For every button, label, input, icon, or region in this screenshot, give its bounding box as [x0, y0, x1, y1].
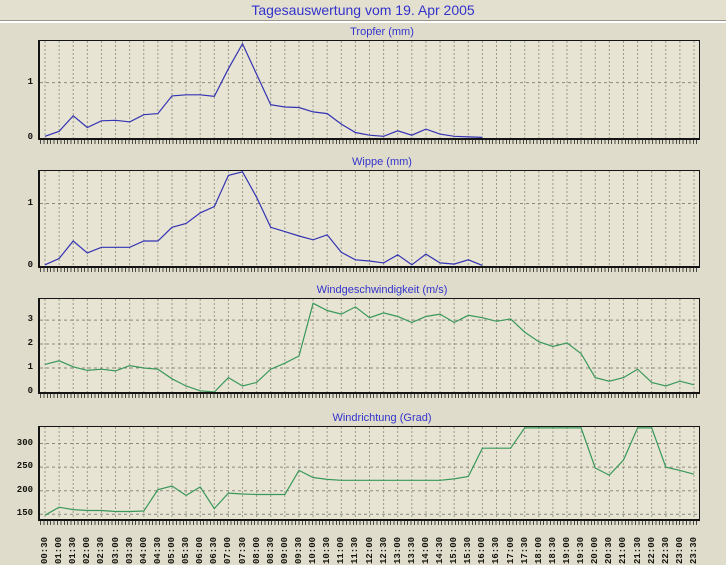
tropfer-minor-ticks	[40, 140, 698, 144]
x-axis-label: 07:00	[223, 536, 234, 564]
x-axis-label: 19:30	[576, 536, 587, 564]
x-axis-label: 09:30	[293, 536, 304, 564]
y-axis-label: 2	[27, 338, 33, 349]
wippe-canvas	[40, 171, 699, 266]
windrichtung-chart-title: Windrichtung (Grad)	[332, 412, 432, 424]
x-axis-label: 14:00	[420, 536, 431, 564]
x-axis-label: 08:30	[265, 536, 276, 564]
x-axis-label: 21:30	[632, 536, 643, 564]
x-axis-label: 17:30	[519, 536, 530, 564]
x-axis-label: 06:00	[195, 536, 206, 564]
windgeschwindigkeit-minor-ticks	[40, 394, 698, 398]
x-axis-label: 21:00	[618, 536, 629, 564]
y-axis-label: 0	[27, 260, 33, 270]
x-axis-label: 22:00	[646, 536, 657, 564]
y-axis-label: 150	[16, 508, 33, 519]
tropfer-series	[44, 42, 483, 138]
y-axis-label: 250	[16, 461, 33, 472]
x-axis-label: 23:30	[689, 536, 699, 564]
x-axis-label: 18:00	[533, 536, 544, 564]
x-axis-label: 11:00	[336, 536, 347, 564]
x-axis-label: 05:30	[181, 536, 192, 564]
windgeschwindigkeit-chart: Windgeschwindigkeit (m/s) 0 1 2 3	[0, 284, 726, 398]
x-axis-label: 14:30	[435, 536, 446, 564]
title-divider	[0, 20, 726, 23]
windgeschwindigkeit-chart-plot	[38, 298, 700, 394]
x-axis-label: 16:00	[477, 536, 488, 564]
x-axis-label: 06:30	[209, 536, 220, 564]
x-axis-label: 10:00	[308, 536, 319, 564]
x-axis-label: 04:00	[138, 536, 149, 564]
x-axis-label: 03:30	[124, 536, 135, 564]
x-axis-label: 12:00	[364, 536, 375, 564]
x-axis-label: 05:00	[166, 536, 177, 564]
windgeschwindigkeit-canvas	[40, 299, 699, 392]
x-axis-label: 20:00	[590, 536, 601, 564]
y-axis-label: 0	[27, 132, 33, 142]
y-axis-label: 3	[27, 314, 33, 325]
tropfer-chart-title: Tropfer (mm)	[350, 26, 414, 38]
x-axis-label: 04:30	[152, 536, 163, 564]
x-axis-label: 22:30	[660, 536, 671, 564]
tropfer-chart: Tropfer (mm) 0 1	[0, 26, 726, 144]
x-axis-label: 19:00	[562, 536, 573, 564]
x-axis-label: 02:30	[96, 536, 107, 564]
x-axis-label: 18:30	[547, 536, 558, 564]
x-axis-label: 15:30	[463, 536, 474, 564]
wippe-chart-title: Wippe (mm)	[352, 156, 412, 168]
y-axis-label: 0	[27, 386, 33, 396]
x-axis-label: 08:00	[251, 536, 262, 564]
wippe-chart: Wippe (mm) 0 1	[0, 156, 726, 272]
y-axis-label: 1	[27, 362, 33, 373]
windrichtung-chart-plot	[38, 426, 700, 521]
x-axis-label: 13:00	[392, 536, 403, 564]
windgeschwindigkeit-chart-title: Windgeschwindigkeit (m/s)	[316, 284, 448, 296]
windrichtung-chart: Windrichtung (Grad) 150 200 250 300	[0, 412, 726, 525]
x-axis-label: 13:30	[406, 536, 417, 564]
tropfer-canvas	[40, 41, 699, 138]
x-axis-label: 12:30	[378, 536, 389, 564]
windrichtung-canvas	[40, 427, 699, 519]
x-axis-label: 03:00	[110, 536, 121, 564]
x-axis-label: 17:00	[505, 536, 516, 564]
x-axis-label: 02:00	[82, 536, 93, 564]
wippe-chart-plot	[38, 170, 700, 268]
x-axis-label: 01:00	[54, 536, 65, 564]
x-axis-label: 16:30	[491, 536, 502, 564]
x-axis-label: 01:30	[68, 536, 79, 564]
y-axis-label: 300	[16, 437, 33, 448]
wippe-series	[44, 171, 483, 266]
windgeschwindigkeit-series	[44, 302, 695, 392]
x-axis-label: 23:00	[674, 536, 685, 564]
x-axis-label: 20:30	[604, 536, 615, 564]
y-axis-label: 1	[27, 76, 33, 87]
x-axis-labels: 00:30 01:00 01:30 02:00 02:30 03:00 03:30 04:00…	[40, 526, 699, 565]
y-axis-label: 200	[16, 484, 33, 495]
x-axis-label: 15:00	[449, 536, 460, 564]
windrichtung-series	[44, 427, 695, 516]
x-axis-label: 07:30	[237, 536, 248, 564]
wippe-minor-ticks	[40, 268, 698, 272]
x-axis-label: 11:30	[350, 536, 361, 564]
x-axis-label: 09:00	[279, 536, 290, 564]
tropfer-chart-plot	[38, 40, 700, 140]
x-axis-label: 10:30	[322, 536, 333, 564]
x-axis-label: 00:30	[40, 536, 50, 564]
windrichtung-minor-ticks	[40, 521, 698, 525]
y-axis-label: 1	[27, 197, 33, 208]
page-title: Tagesauswertung vom 19. Apr 2005	[0, 0, 726, 20]
